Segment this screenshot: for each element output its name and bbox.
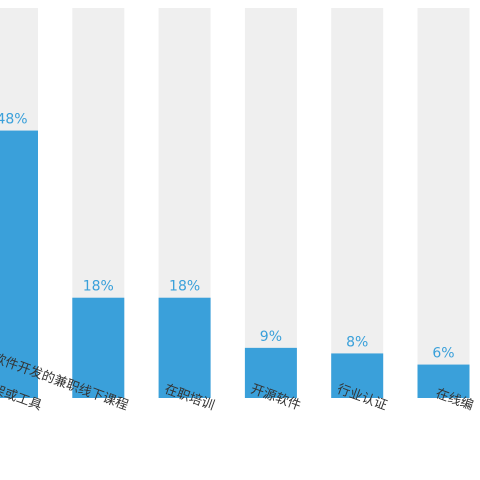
value-label: 18%: [83, 279, 114, 295]
bar-track: [417, 8, 470, 398]
bar: [0, 130, 38, 399]
bar: [158, 297, 211, 398]
value-label: 6%: [432, 346, 454, 362]
bar: [417, 364, 470, 398]
value-labels-group: 48% 18% 18% 9% 8% 6%: [0, 112, 455, 362]
bar: [244, 347, 297, 398]
value-label: 9%: [260, 329, 282, 345]
bar: [72, 297, 125, 398]
value-label: 18%: [169, 279, 200, 295]
category-labels-group: 自学一门新语言、框架或工具软件开发的兼职线下课程在职培训开源软件行业认证在线编: [0, 341, 475, 414]
value-label: 48%: [0, 112, 28, 128]
value-label: 8%: [346, 334, 368, 350]
bar-track: [244, 8, 297, 398]
bar: [331, 353, 384, 398]
bar-track: [331, 8, 384, 398]
bars-group: [0, 8, 470, 399]
